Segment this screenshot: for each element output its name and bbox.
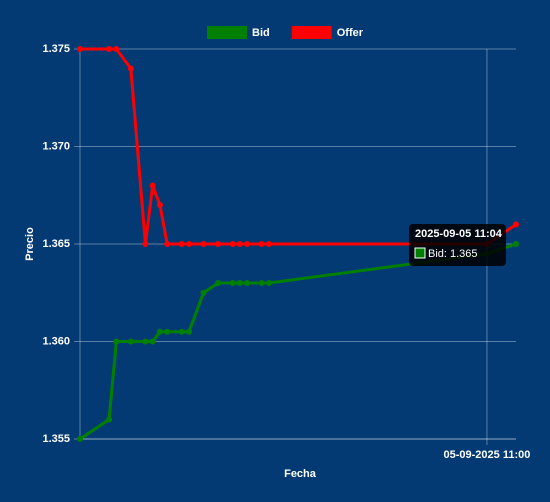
data-point xyxy=(106,416,113,423)
data-point xyxy=(113,338,120,345)
legend: Bid Offer xyxy=(207,26,364,39)
data-point xyxy=(258,241,265,247)
data-point xyxy=(229,241,236,247)
legend-swatch xyxy=(207,26,247,39)
data-point xyxy=(236,280,243,286)
data-point xyxy=(229,280,236,286)
data-point xyxy=(77,436,83,442)
data-point xyxy=(127,65,134,72)
legend-swatch xyxy=(291,26,332,39)
tooltip-swatch xyxy=(414,247,426,259)
data-point xyxy=(149,182,156,189)
data-point xyxy=(265,280,272,286)
data-point xyxy=(513,241,519,247)
data-point xyxy=(215,280,222,286)
data-point xyxy=(149,338,156,345)
y-tick-label: 1.375 xyxy=(42,43,70,55)
data-point xyxy=(513,221,519,228)
y-tick-label: 1.365 xyxy=(42,238,70,250)
data-point xyxy=(200,289,207,296)
data-point xyxy=(178,241,185,247)
data-point xyxy=(244,241,251,247)
data-point xyxy=(186,328,192,335)
data-point xyxy=(142,338,149,345)
y-tick-label: 1.355 xyxy=(42,433,70,445)
data-point xyxy=(186,241,192,247)
data-point xyxy=(77,46,83,52)
y-axis-title: Precio xyxy=(24,227,36,261)
data-point xyxy=(258,280,265,286)
data-point xyxy=(215,241,222,247)
legend-label: Offer xyxy=(337,27,364,39)
data-point xyxy=(156,328,163,335)
data-point xyxy=(164,328,171,335)
data-point xyxy=(236,241,243,247)
data-point xyxy=(156,202,163,208)
data-point xyxy=(265,241,272,247)
tooltip: 2025-09-05 11:04 Bid: 1.365 xyxy=(409,224,506,266)
data-point xyxy=(244,280,251,286)
data-point xyxy=(127,338,134,345)
tooltip-label: Bid: 1.365 xyxy=(428,248,478,260)
y-tick-label: 1.370 xyxy=(42,140,70,152)
data-point xyxy=(200,241,207,247)
data-point xyxy=(106,46,113,52)
y-tick-label: 1.360 xyxy=(42,335,70,347)
data-point xyxy=(178,328,185,335)
data-point xyxy=(142,241,149,247)
tooltip-box xyxy=(409,224,506,266)
x-tick-label: 05-09-2025 11:00 xyxy=(444,449,531,461)
data-point xyxy=(164,241,171,247)
x-axis-title: Fecha xyxy=(284,468,317,480)
data-point xyxy=(113,46,120,52)
legend-label: Bid xyxy=(252,27,270,39)
tooltip-title: 2025-09-05 11:04 xyxy=(415,228,503,240)
